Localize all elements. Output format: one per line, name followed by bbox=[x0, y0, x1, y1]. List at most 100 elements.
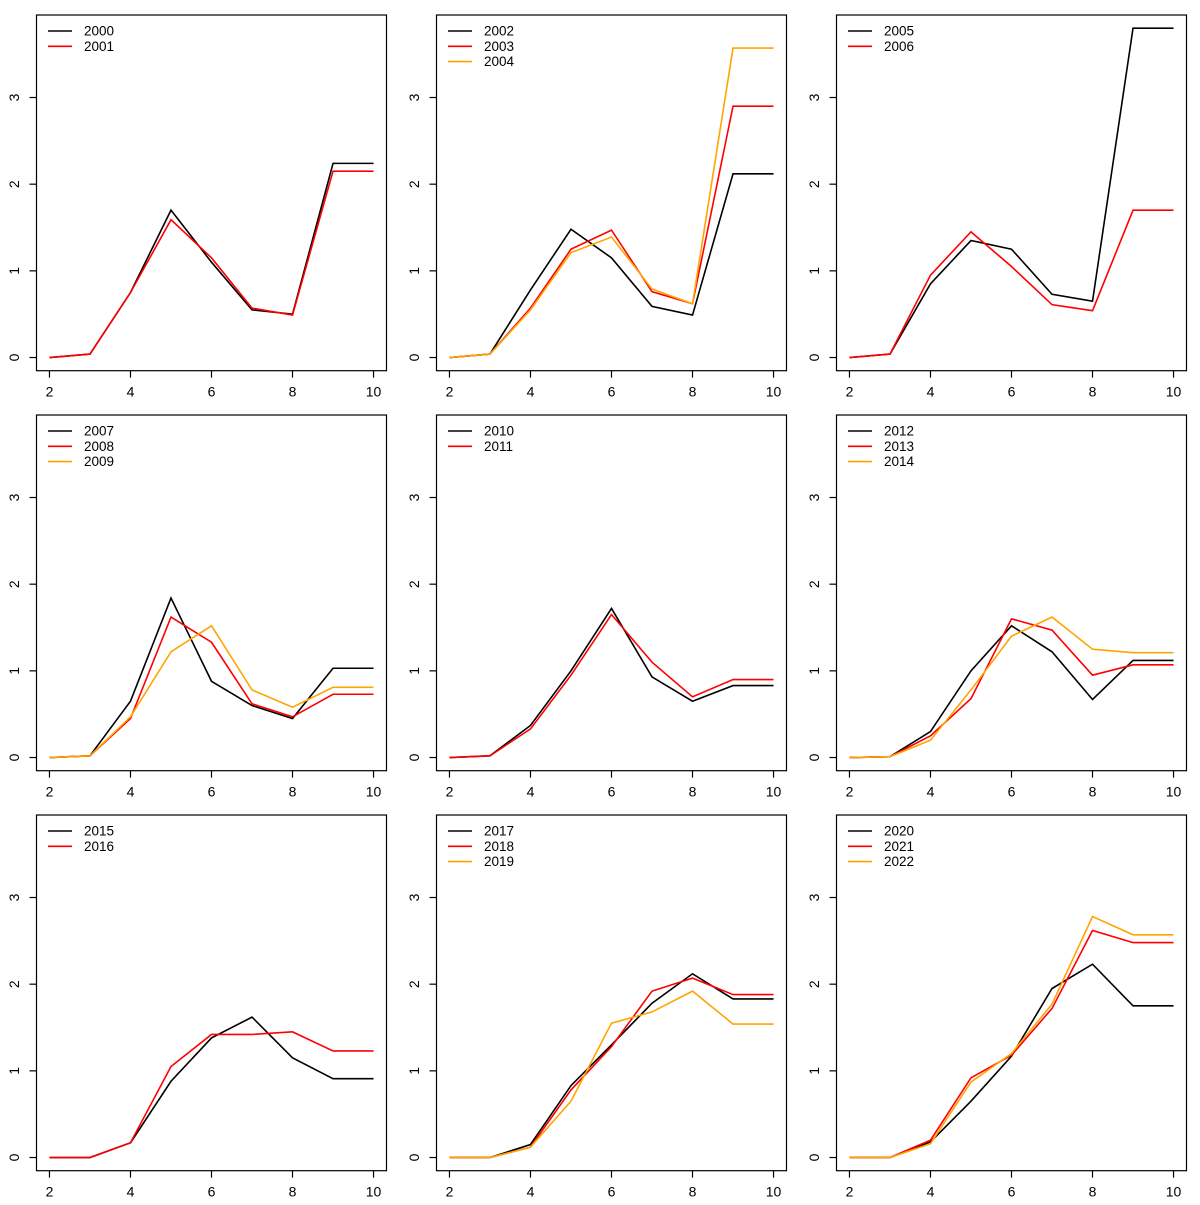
chart-panel-9: 2 4 6 8 10 0 1 2 3 2020 2021 2022 bbox=[800, 800, 1200, 1200]
y-tick-label: 0 bbox=[806, 753, 822, 761]
y-tick-label: 0 bbox=[406, 753, 422, 761]
y-tick-label: 2 bbox=[806, 980, 822, 988]
plot-box bbox=[35, 14, 388, 372]
series-line-2016 bbox=[49, 1031, 374, 1159]
y-tick-label: 3 bbox=[806, 893, 822, 901]
y-tick-label: 1 bbox=[6, 267, 22, 275]
y-tick-label: 1 bbox=[406, 1067, 422, 1075]
legend-label-2011: 2011 bbox=[484, 439, 513, 454]
y-tick-label: 1 bbox=[406, 667, 422, 675]
x-tick-label: 4 bbox=[927, 384, 935, 400]
legend-label-2015: 2015 bbox=[84, 824, 114, 839]
y-tick-label: 1 bbox=[806, 1067, 822, 1075]
x-tick-label: 6 bbox=[608, 784, 616, 800]
legend-label-2007: 2007 bbox=[84, 424, 114, 439]
x-tick-label: 10 bbox=[1166, 384, 1182, 400]
series-line-2009 bbox=[49, 624, 374, 759]
x-tick-label: 8 bbox=[289, 384, 297, 400]
series-line-2006 bbox=[849, 209, 1174, 359]
x-tick-label: 4 bbox=[127, 384, 135, 400]
x-tick-label: 10 bbox=[1166, 1184, 1182, 1200]
x-tick-label: 8 bbox=[1089, 784, 1097, 800]
legend-label-2019: 2019 bbox=[484, 854, 514, 869]
x-tick-label: 8 bbox=[689, 384, 697, 400]
y-tick-label: 3 bbox=[406, 93, 422, 101]
y-tick-label: 1 bbox=[6, 1067, 22, 1075]
y-tick-label: 2 bbox=[806, 180, 822, 188]
y-tick-label: 0 bbox=[806, 353, 822, 361]
y-tick-label: 3 bbox=[406, 893, 422, 901]
y-tick-label: 3 bbox=[806, 493, 822, 501]
legend-label-2009: 2009 bbox=[84, 454, 114, 469]
series-line-2013 bbox=[849, 617, 1174, 759]
x-tick-label: 10 bbox=[766, 784, 782, 800]
legend-label-2022: 2022 bbox=[884, 854, 914, 869]
x-tick-label: 10 bbox=[366, 1184, 382, 1200]
chart-panel-2: 2 4 6 8 10 0 1 2 3 2002 2003 2004 bbox=[400, 0, 800, 400]
y-tick-label: 3 bbox=[406, 493, 422, 501]
legend-label-2004: 2004 bbox=[484, 54, 515, 69]
x-tick-label: 6 bbox=[208, 384, 216, 400]
x-tick-label: 2 bbox=[446, 1184, 454, 1200]
y-tick-label: 1 bbox=[6, 667, 22, 675]
plot-box bbox=[35, 814, 388, 1172]
x-tick-label: 10 bbox=[1166, 784, 1182, 800]
series-line-2003 bbox=[449, 105, 774, 359]
y-tick-label: 0 bbox=[806, 1153, 822, 1161]
x-tick-label: 2 bbox=[46, 384, 54, 400]
series-line-2021 bbox=[849, 929, 1174, 1159]
y-tick-label: 0 bbox=[6, 353, 22, 361]
legend-label-2013: 2013 bbox=[884, 439, 914, 454]
chart-panel-7: 2 4 6 8 10 0 1 2 3 2015 2016 bbox=[0, 800, 400, 1200]
y-tick-label: 2 bbox=[406, 580, 422, 588]
legend-label-2014: 2014 bbox=[884, 454, 915, 469]
x-tick-label: 2 bbox=[46, 1184, 54, 1200]
y-tick-label: 2 bbox=[406, 180, 422, 188]
x-tick-label: 6 bbox=[1008, 784, 1016, 800]
legend-label-2021: 2021 bbox=[884, 839, 914, 854]
legend-label-2016: 2016 bbox=[84, 839, 114, 854]
y-tick-label: 3 bbox=[6, 93, 22, 101]
y-tick-label: 0 bbox=[406, 353, 422, 361]
x-tick-label: 4 bbox=[127, 1184, 135, 1200]
x-tick-label: 2 bbox=[846, 784, 854, 800]
y-tick-label: 0 bbox=[6, 753, 22, 761]
x-tick-label: 2 bbox=[846, 1184, 854, 1200]
legend-label-2003: 2003 bbox=[484, 39, 514, 54]
series-line-2007 bbox=[49, 596, 374, 759]
series-line-2014 bbox=[849, 616, 1174, 759]
plot-box bbox=[835, 14, 1188, 372]
x-tick-label: 2 bbox=[446, 784, 454, 800]
plot-box bbox=[835, 814, 1188, 1172]
y-tick-label: 3 bbox=[6, 493, 22, 501]
series-line-2020 bbox=[849, 963, 1174, 1159]
legend-label-2005: 2005 bbox=[884, 24, 914, 39]
legend-label-2002: 2002 bbox=[484, 24, 514, 39]
chart-panel-5: 2 4 6 8 10 0 1 2 3 2010 2011 bbox=[400, 400, 800, 800]
legend-label-2001: 2001 bbox=[84, 39, 114, 54]
x-tick-label: 6 bbox=[208, 784, 216, 800]
x-tick-label: 10 bbox=[366, 784, 382, 800]
x-tick-label: 4 bbox=[527, 384, 535, 400]
y-tick-label: 3 bbox=[806, 93, 822, 101]
legend-label-2006: 2006 bbox=[884, 39, 914, 54]
x-tick-label: 2 bbox=[846, 384, 854, 400]
series-line-2005 bbox=[849, 27, 1174, 359]
chart-panel-4: 2 4 6 8 10 0 1 2 3 2007 2008 2009 bbox=[0, 400, 400, 800]
x-tick-label: 10 bbox=[766, 1184, 782, 1200]
series-line-2011 bbox=[449, 613, 774, 759]
x-tick-label: 8 bbox=[1089, 384, 1097, 400]
x-tick-label: 4 bbox=[527, 1184, 535, 1200]
legend-label-2017: 2017 bbox=[484, 824, 514, 839]
x-tick-label: 4 bbox=[527, 784, 535, 800]
x-tick-label: 4 bbox=[927, 784, 935, 800]
